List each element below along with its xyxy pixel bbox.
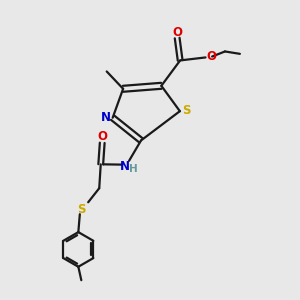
- Text: S: S: [77, 202, 86, 216]
- Text: N: N: [101, 111, 111, 124]
- Text: H: H: [129, 164, 138, 174]
- Text: O: O: [97, 130, 107, 143]
- Text: S: S: [182, 104, 191, 117]
- Text: O: O: [206, 50, 216, 63]
- Text: N: N: [120, 160, 130, 173]
- Text: O: O: [172, 26, 182, 38]
